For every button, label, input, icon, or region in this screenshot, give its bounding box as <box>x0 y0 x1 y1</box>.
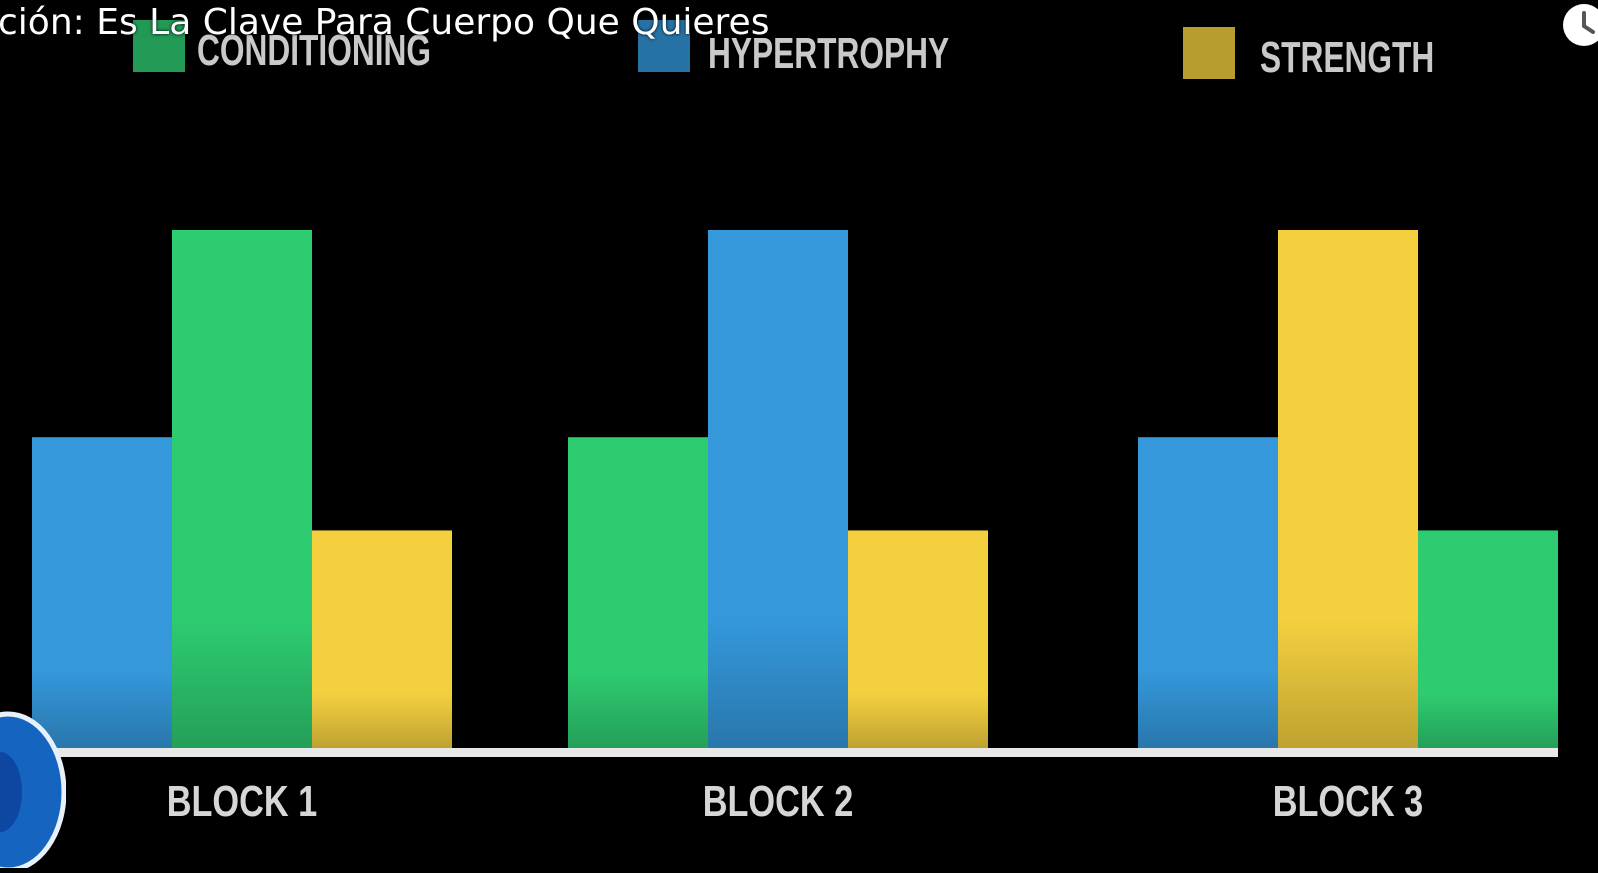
legend-label-conditioning: CONDITIONING <box>197 26 431 75</box>
legend: CONDITIONING HYPERTROPHY STRENGTH <box>133 20 1434 82</box>
tick-label-block-1: BLOCK 1 <box>167 777 318 826</box>
tick-label-block-3: BLOCK 3 <box>1273 777 1424 826</box>
bar-shade-block-2-strength <box>848 530 988 748</box>
clock-icon[interactable] <box>1552 2 1598 48</box>
bar-shade-block-3-strength <box>1278 230 1418 748</box>
bar-shade-block-1-strength <box>312 530 452 748</box>
legend-swatch-strength <box>1183 27 1235 79</box>
legend-swatch-hypertrophy <box>638 20 690 72</box>
x-axis-baseline <box>30 748 1558 757</box>
bar-shade-block-3-conditioning <box>1418 530 1558 748</box>
channel-logo-icon[interactable] <box>0 708 67 873</box>
x-axis-ticks: BLOCK 1 BLOCK 2 BLOCK 3 <box>167 777 1424 826</box>
bar-shade-block-1-hypertrophy <box>32 437 172 748</box>
legend-label-strength: STRENGTH <box>1260 33 1434 82</box>
bar-shade-block-3-hypertrophy <box>1138 437 1278 748</box>
video-title: ción: Es La Clave Para Cuerpo Que Quiere… <box>0 2 770 43</box>
tick-label-block-2: BLOCK 2 <box>703 777 854 826</box>
legend-swatch-conditioning <box>133 20 185 72</box>
bar-shade-block-2-conditioning <box>568 437 708 748</box>
bars <box>32 230 1558 748</box>
bar-shade-block-2-hypertrophy <box>708 230 848 748</box>
bar-shade-block-1-conditioning <box>172 230 312 748</box>
legend-label-hypertrophy: HYPERTROPHY <box>708 29 949 78</box>
